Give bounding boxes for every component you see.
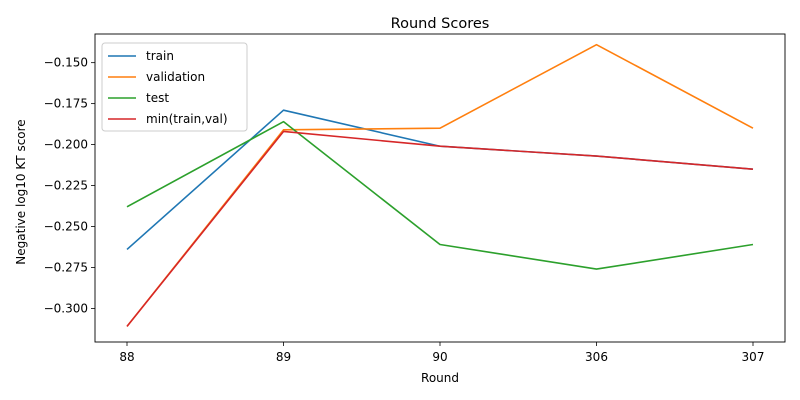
y-axis: −0.150 −0.175 −0.200 −0.225 −0.250 −0.275 −0.3… <box>44 56 95 315</box>
legend-box <box>101 42 248 132</box>
x-tick-label: 90 <box>432 350 447 364</box>
y-tick-label: −0.175 <box>44 97 88 111</box>
legend-label: train <box>146 49 174 63</box>
x-tick-label: 307 <box>742 350 765 364</box>
chart-title: Round Scores <box>391 16 490 32</box>
legend: train validation test min(train,val) <box>101 42 248 132</box>
y-tick-label: −0.150 <box>44 56 88 70</box>
x-tick-label: 306 <box>585 350 608 364</box>
y-tick-label: −0.275 <box>44 260 88 274</box>
series-line-min(train,val) <box>126 130 754 327</box>
series-line-test <box>126 120 754 270</box>
y-tick-label: −0.225 <box>44 179 88 193</box>
legend-label: test <box>146 91 169 105</box>
x-tick-label: 88 <box>119 350 134 364</box>
legend-label: validation <box>146 70 205 84</box>
plot-lines <box>126 43 754 327</box>
y-tick-label: −0.200 <box>44 138 88 152</box>
x-axis-label: Round <box>421 371 459 385</box>
y-axis-label: Negative log10 KT score <box>14 119 28 264</box>
x-axis: 88 89 90 306 307 <box>119 342 764 364</box>
legend-label: min(train,val) <box>146 112 228 126</box>
y-tick-label: −0.300 <box>44 301 88 315</box>
x-tick-label: 89 <box>276 350 291 364</box>
y-tick-label: −0.250 <box>44 220 88 234</box>
